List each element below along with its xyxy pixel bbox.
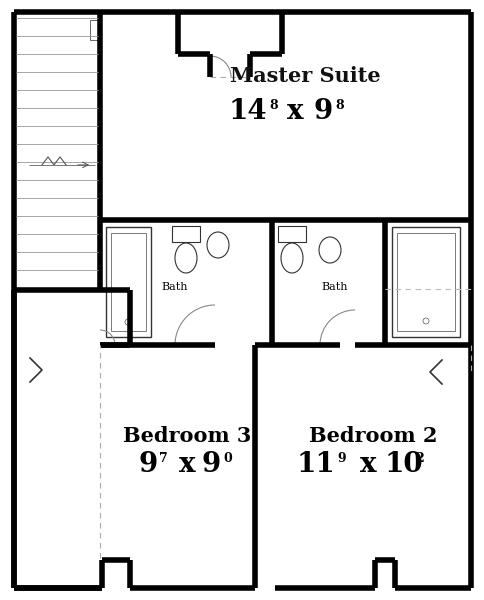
Text: 0: 0 bbox=[223, 451, 232, 464]
Bar bbox=[396, 233, 454, 331]
Circle shape bbox=[422, 318, 428, 324]
Text: 11: 11 bbox=[296, 451, 334, 478]
Bar bbox=[277, 226, 305, 242]
Text: 9: 9 bbox=[336, 451, 345, 464]
Text: 10: 10 bbox=[384, 451, 423, 478]
Text: Bath: Bath bbox=[162, 283, 188, 292]
Text: 2: 2 bbox=[414, 451, 423, 464]
Text: 9: 9 bbox=[313, 98, 332, 125]
Text: x: x bbox=[359, 451, 376, 478]
Text: 7: 7 bbox=[159, 451, 168, 464]
Bar bbox=[391, 227, 459, 337]
Text: 9: 9 bbox=[138, 451, 157, 478]
Text: 8: 8 bbox=[335, 99, 344, 112]
Ellipse shape bbox=[175, 243, 197, 273]
Ellipse shape bbox=[280, 243, 302, 273]
Ellipse shape bbox=[207, 232, 228, 258]
Bar bbox=[90, 20, 100, 40]
Text: 8: 8 bbox=[269, 99, 277, 112]
Text: Master Suite: Master Suite bbox=[230, 66, 380, 86]
Text: 14: 14 bbox=[228, 98, 267, 125]
Text: Bedroom 3: Bedroom 3 bbox=[123, 427, 251, 446]
Text: 9: 9 bbox=[201, 451, 220, 478]
Bar bbox=[111, 233, 146, 331]
Ellipse shape bbox=[318, 237, 340, 263]
Text: Bath: Bath bbox=[321, 283, 348, 292]
Bar bbox=[172, 226, 199, 242]
Text: x: x bbox=[179, 451, 196, 478]
Bar bbox=[106, 227, 151, 337]
Circle shape bbox=[125, 319, 131, 325]
Text: Bedroom 2: Bedroom 2 bbox=[308, 427, 437, 446]
Text: x: x bbox=[287, 98, 303, 125]
